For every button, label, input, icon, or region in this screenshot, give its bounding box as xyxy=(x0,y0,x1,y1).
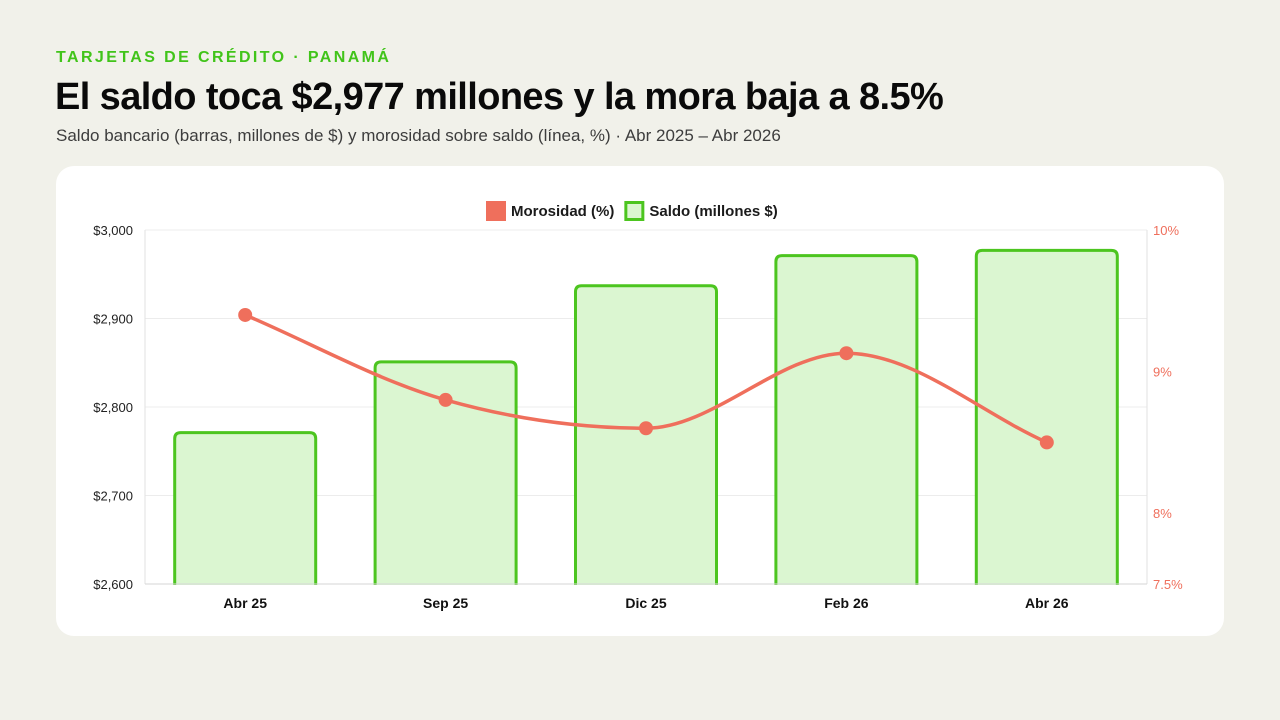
x-tick-label: Abr 25 xyxy=(223,595,267,611)
chart-card: $2,600 $2,700 $2,800 $2,900 $3,000 7.5% 8% 9% 10… xyxy=(56,166,1224,636)
axes: $2,600 $2,700 $2,800 $2,900 $3,000 7.5% 8% 9% 10… xyxy=(93,223,1183,611)
line-series xyxy=(238,307,1054,450)
x-tick-label: Abr 26 xyxy=(1025,595,1069,611)
bar xyxy=(173,431,318,585)
legend-item: Morosidad (%) xyxy=(486,201,614,221)
y-right-tick-label: 10% xyxy=(1153,223,1179,238)
x-tick-label: Feb 26 xyxy=(824,595,869,611)
combo-chart: $2,600 $2,700 $2,800 $2,900 $3,000 7.5% 8% 9% 10… xyxy=(93,201,1183,611)
chart-title: El saldo toca $2,977 millones y la mora … xyxy=(55,76,944,118)
y-left-tick-label: $2,800 xyxy=(93,400,133,415)
legend-label: Saldo (millones $) xyxy=(649,203,777,220)
x-tick-label: Sep 25 xyxy=(423,595,468,611)
y-right-tick-label: 7.5% xyxy=(1153,577,1183,592)
legend-swatch xyxy=(486,201,506,221)
legend-label: Morosidad (%) xyxy=(511,203,614,220)
line-point xyxy=(438,392,453,407)
y-right-tick-label: 8% xyxy=(1153,506,1172,521)
legend-swatch xyxy=(624,201,645,221)
line-point xyxy=(1039,435,1054,450)
chart-kicker: TARJETAS DE CRÉDITO · PANAMÁ xyxy=(56,49,392,66)
chart-subtitle: Saldo bancario (barras, millones de $) y… xyxy=(56,126,781,145)
bar-series xyxy=(173,248,1119,585)
y-left-tick-label: $2,700 xyxy=(93,489,133,504)
legend: Morosidad (%) Saldo (millones $) xyxy=(486,201,778,221)
y-right-tick-label: 9% xyxy=(1153,365,1172,380)
line-point xyxy=(839,346,854,361)
y-left-tick-label: $3,000 xyxy=(93,223,133,238)
legend-item: Saldo (millones $) xyxy=(624,201,778,221)
y-left-tick-label: $2,900 xyxy=(93,312,133,327)
bar xyxy=(373,360,518,585)
bar xyxy=(774,254,919,585)
line-point xyxy=(238,307,253,322)
x-tick-label: Dic 25 xyxy=(625,595,666,611)
line-point xyxy=(639,421,653,436)
bar xyxy=(974,248,1119,585)
y-left-tick-label: $2,600 xyxy=(93,577,133,592)
bar xyxy=(574,284,718,585)
